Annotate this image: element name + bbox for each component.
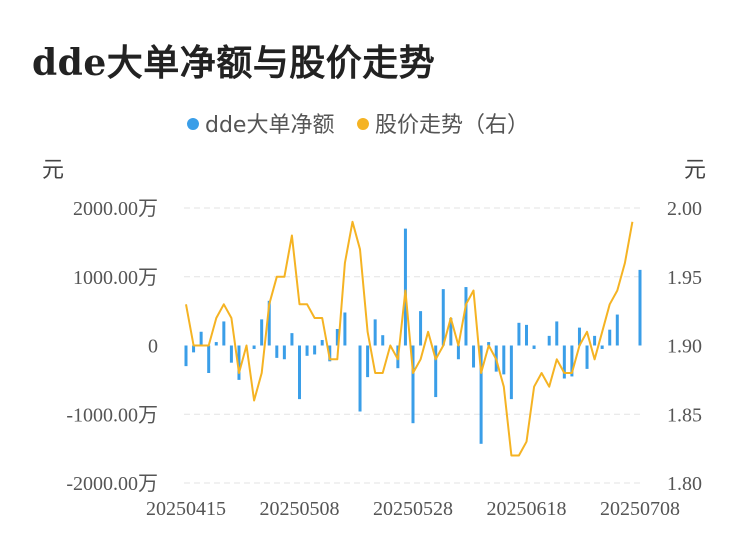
bar — [290, 333, 294, 346]
left-axis-unit: 元 — [42, 158, 64, 183]
chart-title: dde大单净额与股价走势 — [32, 42, 436, 84]
bar-series-dde — [184, 228, 642, 444]
bar — [305, 345, 309, 356]
gridlines — [184, 207, 642, 484]
right-tick-label: 1.80 — [667, 473, 702, 495]
bar — [313, 345, 317, 355]
bar — [229, 345, 233, 363]
bar — [199, 331, 203, 346]
bar — [298, 345, 301, 400]
bar — [222, 321, 226, 346]
bar — [585, 345, 589, 369]
bar — [472, 345, 476, 368]
legend: dde大单净额 股价走势（右） — [187, 113, 529, 138]
legend-label-price: 股价走势（右） — [375, 113, 529, 138]
right-tick-label: 1.95 — [667, 267, 702, 289]
left-tick-label: -2000.00万 — [66, 473, 158, 495]
bar — [419, 311, 423, 346]
bar — [260, 319, 264, 346]
bar — [358, 345, 362, 412]
bar — [335, 329, 339, 346]
legend-marker-price — [357, 118, 369, 130]
bar — [525, 324, 528, 346]
bar — [532, 345, 536, 349]
left-tick-label: 1000.00万 — [73, 267, 158, 289]
x-tick-label: 20250618 — [487, 498, 567, 520]
bar — [237, 345, 241, 380]
bar — [600, 345, 604, 349]
bar — [509, 345, 513, 400]
bar — [343, 312, 347, 346]
x-tick-label: 20250708 — [600, 498, 680, 520]
legend-label-dde: dde大单净额 — [205, 113, 334, 138]
bar — [267, 300, 271, 346]
bar — [449, 318, 453, 346]
bar — [366, 345, 370, 378]
bar — [192, 345, 196, 353]
bar — [517, 322, 521, 346]
x-tick-label: 20250415 — [146, 498, 226, 520]
bar — [464, 287, 468, 346]
bar — [479, 345, 483, 444]
bar — [608, 329, 612, 346]
bar — [593, 335, 597, 346]
left-tick-label: 2000.00万 — [73, 198, 158, 220]
x-tick-label: 20250528 — [373, 498, 453, 520]
bar — [577, 327, 581, 346]
bar — [502, 345, 506, 375]
right-axis-unit: 元 — [684, 158, 706, 183]
bar — [638, 269, 642, 346]
bar — [456, 345, 460, 360]
bar — [434, 345, 438, 398]
right-tick-label: 1.90 — [667, 336, 702, 358]
bar — [214, 342, 218, 346]
bar — [373, 319, 377, 346]
bar — [184, 345, 188, 367]
bar — [381, 335, 385, 346]
right-tick-label: 2.00 — [667, 198, 702, 220]
x-axis-ticks: 20250415 20250508 20250528 20250618 20250708 — [146, 498, 680, 520]
left-axis-ticks: 2000.00万 1000.00万 0 -1000.00万 -2000.00万 — [66, 198, 158, 495]
bar — [547, 335, 551, 346]
bar — [555, 321, 559, 346]
bar — [570, 345, 574, 377]
bar — [441, 289, 445, 346]
legend-marker-dde — [187, 118, 199, 130]
price-line — [185, 220, 634, 457]
line-series-price — [185, 220, 634, 457]
bar — [328, 345, 332, 362]
bar — [252, 345, 256, 349]
bar — [275, 345, 279, 358]
bar — [562, 345, 566, 379]
bar — [207, 345, 211, 373]
bar — [411, 345, 415, 424]
bar — [403, 228, 407, 346]
right-tick-label: 1.85 — [667, 404, 702, 426]
x-tick-label: 20250508 — [260, 498, 340, 520]
bar — [487, 342, 491, 346]
left-tick-label: -1000.00万 — [66, 404, 158, 426]
right-axis-ticks: 2.00 1.95 1.90 1.85 1.80 — [667, 198, 702, 495]
bar — [320, 340, 324, 346]
bar — [615, 314, 619, 346]
left-tick-label: 0 — [148, 336, 158, 358]
bar — [282, 345, 286, 360]
